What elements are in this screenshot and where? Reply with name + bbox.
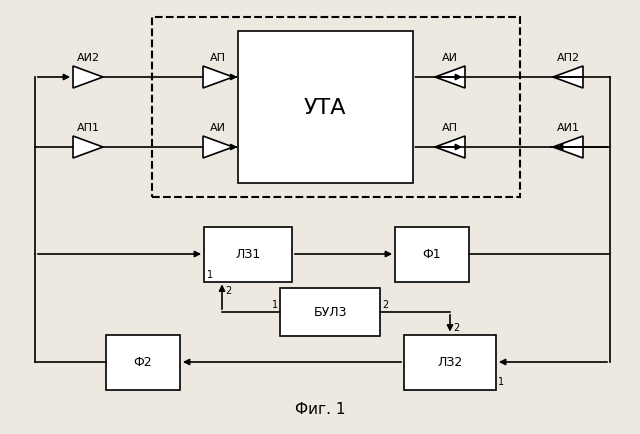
- Bar: [280, 288, 380, 336]
- Text: 1: 1: [207, 269, 213, 279]
- Text: 1: 1: [272, 299, 278, 309]
- Bar: [404, 335, 496, 390]
- Polygon shape: [435, 67, 465, 89]
- Text: АП2: АП2: [556, 53, 580, 63]
- Polygon shape: [553, 137, 583, 159]
- Bar: [152, 18, 520, 197]
- Text: АИ2: АИ2: [76, 53, 100, 63]
- Text: УТА: УТА: [304, 98, 346, 118]
- Bar: [237, 32, 413, 184]
- Polygon shape: [435, 137, 465, 159]
- Text: АИ1: АИ1: [557, 123, 579, 133]
- Bar: [395, 227, 469, 282]
- Text: Фиг. 1: Фиг. 1: [295, 401, 345, 416]
- Text: ЛЗ1: ЛЗ1: [236, 248, 260, 261]
- Text: 2: 2: [453, 323, 460, 333]
- Text: АП1: АП1: [77, 123, 99, 133]
- Text: Ф1: Ф1: [422, 248, 442, 261]
- Text: ЛЗ2: ЛЗ2: [437, 356, 463, 368]
- Text: АИ: АИ: [210, 123, 226, 133]
- Polygon shape: [553, 67, 583, 89]
- Text: 1: 1: [498, 377, 504, 387]
- Polygon shape: [73, 137, 103, 159]
- Text: АИ: АИ: [442, 53, 458, 63]
- Text: 2: 2: [382, 299, 388, 309]
- Polygon shape: [203, 67, 233, 89]
- Polygon shape: [73, 67, 103, 89]
- Text: Ф2: Ф2: [134, 356, 152, 368]
- Text: АП: АП: [210, 53, 226, 63]
- Polygon shape: [203, 137, 233, 159]
- Text: 2: 2: [225, 286, 231, 296]
- Text: БУЛ3: БУЛ3: [313, 306, 347, 319]
- Bar: [106, 335, 180, 390]
- Text: АП: АП: [442, 123, 458, 133]
- Bar: [204, 227, 292, 282]
